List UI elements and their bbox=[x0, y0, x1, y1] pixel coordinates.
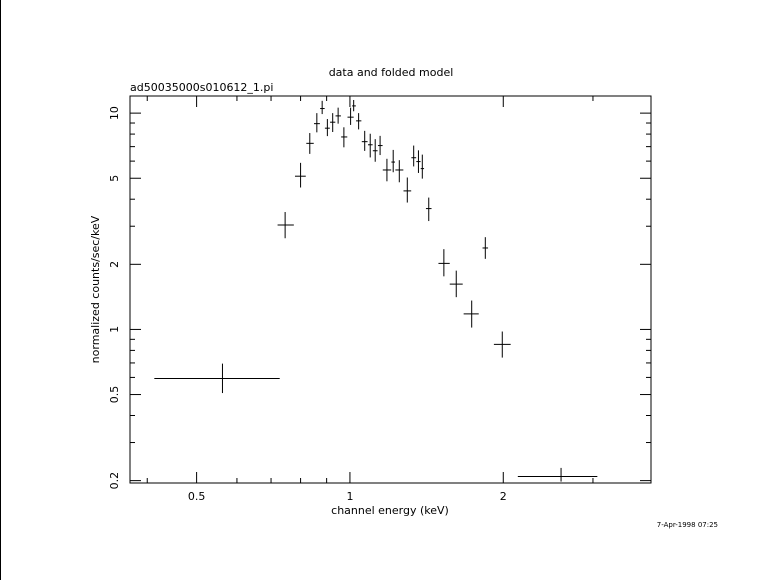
data-point bbox=[347, 107, 354, 125]
data-point bbox=[320, 100, 325, 115]
data-point bbox=[361, 130, 368, 151]
x-axis-ticks: 0.5 1 2 bbox=[146, 96, 594, 503]
data-point bbox=[313, 113, 320, 133]
data-point bbox=[425, 197, 432, 222]
plot-frame bbox=[129, 95, 652, 484]
data-points bbox=[154, 99, 598, 482]
x-tick-label: 1 bbox=[346, 490, 353, 503]
data-point bbox=[416, 150, 421, 173]
data-point bbox=[463, 300, 479, 328]
timestamp-label: 7-Apr-1998 07:25 bbox=[657, 521, 718, 529]
data-point bbox=[306, 133, 314, 154]
data-point bbox=[420, 154, 425, 179]
x-axis-label: channel energy (keV) bbox=[331, 504, 449, 517]
data-point bbox=[493, 331, 511, 358]
data-point bbox=[377, 135, 383, 156]
file-label: ad50035000s010612_1.pi bbox=[130, 81, 273, 94]
y-tick-label: 0.5 bbox=[108, 386, 121, 404]
x-tick-label: 0.5 bbox=[188, 490, 206, 503]
data-point bbox=[517, 467, 598, 482]
y-tick-label: 10 bbox=[108, 106, 121, 120]
y-tick-label: 5 bbox=[108, 175, 121, 182]
data-point bbox=[356, 113, 362, 130]
data-point bbox=[294, 162, 306, 188]
data-point bbox=[449, 270, 463, 298]
data-point bbox=[395, 160, 404, 183]
data-point bbox=[438, 249, 450, 277]
data-point bbox=[372, 139, 378, 162]
data-point bbox=[403, 177, 412, 203]
data-point bbox=[367, 133, 373, 158]
data-point bbox=[391, 149, 396, 173]
data-point bbox=[154, 363, 280, 394]
left-edge-line bbox=[0, 0, 1, 580]
data-point bbox=[277, 212, 294, 239]
y-axis-label: normalized counts/sec/keV bbox=[89, 215, 102, 363]
data-point bbox=[482, 237, 489, 259]
chart-title: data and folded model bbox=[329, 66, 454, 79]
data-point bbox=[382, 158, 392, 182]
data-point bbox=[411, 145, 417, 167]
y-axis-ticks: 0.2 0.5 1 2 5 10 bbox=[108, 106, 651, 489]
y-tick-label: 1 bbox=[108, 326, 121, 333]
data-point bbox=[352, 99, 356, 112]
y-tick-label: 0.2 bbox=[108, 472, 121, 490]
data-point bbox=[330, 113, 336, 132]
data-point bbox=[341, 127, 348, 148]
x-tick-label: 2 bbox=[500, 490, 507, 503]
data-point bbox=[335, 107, 341, 124]
y-tick-label: 2 bbox=[108, 261, 121, 268]
data-point bbox=[324, 119, 330, 137]
